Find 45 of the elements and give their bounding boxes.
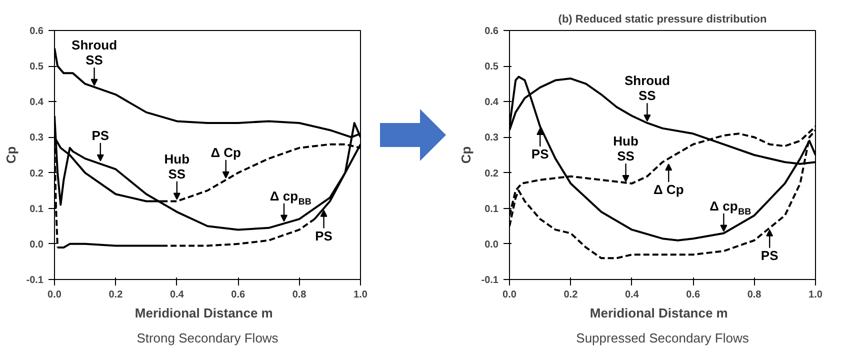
annotation: Hub SS <box>164 151 190 182</box>
y-tick-label: 0.0 <box>484 239 499 250</box>
x-tick-label: 0.0 <box>502 290 517 300</box>
annotation: PS <box>531 146 550 162</box>
x-axis-title: Meridional Distance m <box>590 306 728 320</box>
annotation: Shroud SS <box>72 37 118 68</box>
text: Strong Secondary Flows <box>136 330 279 346</box>
x-tick-label: 1.0 <box>354 290 368 300</box>
y-tick-label: 0.6 <box>30 26 44 37</box>
y-tick-label: 0.3 <box>484 132 499 144</box>
x-tick-label: 0.2 <box>564 290 578 300</box>
y-tick-label: -0.1 <box>26 275 44 286</box>
y-tick-label: 0.5 <box>484 62 499 73</box>
annotation: Shroud SS <box>624 73 670 104</box>
y-tick-label: 0.0 <box>30 239 44 250</box>
x-tick-label: 0.8 <box>747 290 762 300</box>
annotation: Δ Cp <box>653 182 684 198</box>
annotation: PS <box>92 128 110 143</box>
annotation: PS <box>315 228 333 244</box>
y-tick-label: 0.3 <box>30 132 44 144</box>
text: Suppressed Secondary Flows <box>576 330 750 346</box>
y-tick-label: -0.1 <box>481 275 499 286</box>
annotation: Δ Cp <box>210 144 242 160</box>
x-tick-label: 0.4 <box>624 290 640 300</box>
y-tick-label: 0.4 <box>30 97 44 108</box>
y-axis-title: Cp <box>458 146 474 164</box>
annotation: PS <box>760 248 779 263</box>
x-tick-label: 0.2 <box>108 290 124 300</box>
x-tick-label: 1.0 <box>808 290 823 300</box>
y-tick-label: 0.1 <box>30 204 44 215</box>
y-tick-label: 0.4 <box>484 97 499 108</box>
y-tick-label: 0.5 <box>30 62 44 73</box>
y-tick-label: 0.2 <box>30 168 44 180</box>
y-tick-label: 0.2 <box>484 168 499 180</box>
x-axis-title: Meridional Distance m <box>134 306 273 320</box>
chart-title: (b) Reduced static pressure distribution <box>558 14 767 26</box>
y-tick-label: 0.1 <box>484 204 499 215</box>
y-axis-title: Cp <box>3 146 18 164</box>
x-tick-label: 0.6 <box>686 290 700 300</box>
y-tick-label: 0.6 <box>484 26 499 37</box>
x-tick-label: 0.6 <box>231 290 246 300</box>
x-tick-label: 0.4 <box>170 290 184 300</box>
annotation: Hub SS <box>613 134 638 164</box>
x-tick-label: 0.0 <box>48 290 62 300</box>
x-tick-label: 0.8 <box>292 290 307 300</box>
